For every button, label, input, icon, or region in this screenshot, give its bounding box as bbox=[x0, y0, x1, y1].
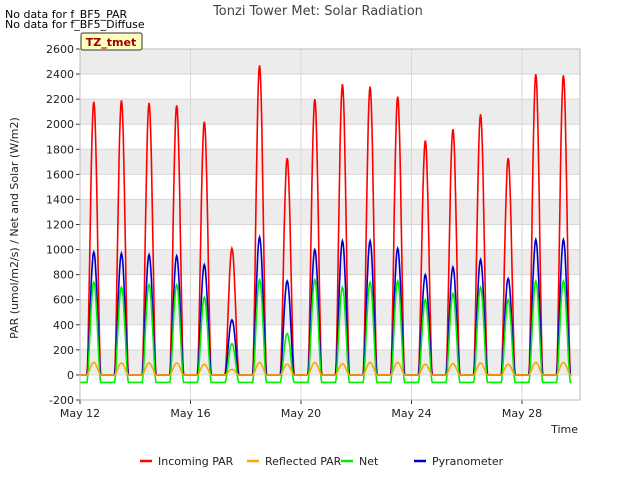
x-tick-label: May 12 bbox=[60, 407, 100, 420]
legend-label: Reflected PAR bbox=[265, 455, 342, 468]
site-tag: TZ_tmet bbox=[80, 32, 143, 51]
y-tick-label: 2400 bbox=[46, 68, 74, 81]
grid-band bbox=[80, 299, 580, 325]
x-tick-label: May 28 bbox=[502, 407, 542, 420]
y-tick-label: 2200 bbox=[46, 93, 74, 106]
y-tick-label: 600 bbox=[53, 294, 74, 307]
chart-title: Tonzi Tower Met: Solar Radiation bbox=[212, 4, 423, 19]
y-tick-label: 0 bbox=[67, 369, 74, 382]
grid-band bbox=[80, 149, 580, 175]
grid-band bbox=[80, 349, 580, 375]
legend-label: Incoming PAR bbox=[158, 455, 234, 468]
y-tick-label: -200 bbox=[49, 394, 74, 407]
no-data-note-par: No data for f_BF5_PAR bbox=[5, 8, 128, 21]
y-tick-label: 1200 bbox=[46, 219, 74, 232]
legend-label: Net bbox=[359, 455, 379, 468]
site-tag-label: TZ_tmet bbox=[86, 36, 136, 49]
x-tick-label: May 16 bbox=[170, 407, 210, 420]
legend: Incoming PAR Reflected PAR Net Pyranometer bbox=[140, 455, 504, 468]
y-tick-label: 2000 bbox=[46, 118, 74, 131]
y-tick-label: 2600 bbox=[46, 43, 74, 56]
grid-band bbox=[80, 199, 580, 225]
grid-band bbox=[80, 249, 580, 275]
y-tick-label: 200 bbox=[53, 344, 74, 357]
x-tick-label: May 24 bbox=[391, 407, 431, 420]
series-line-net bbox=[80, 277, 572, 384]
plot-frame bbox=[79, 48, 581, 401]
legend-label: Pyranometer bbox=[432, 455, 504, 468]
y-tick-label: 1000 bbox=[46, 244, 74, 257]
y-tick-label: 400 bbox=[53, 319, 74, 332]
y-tick-label: 1400 bbox=[46, 193, 74, 206]
grid-band bbox=[80, 49, 580, 75]
y-tick-label: 1800 bbox=[46, 143, 74, 156]
y-tick-label: 800 bbox=[53, 269, 74, 282]
grid-band bbox=[80, 99, 580, 125]
no-data-note-diffuse: No data for f_BF5_Diffuse bbox=[5, 18, 145, 31]
y-axis-label: PAR (umol/m2/s) / Net and Solar (W/m2) bbox=[8, 117, 21, 339]
x-axis-label: Time bbox=[550, 423, 578, 436]
x-tick-label: May 20 bbox=[281, 407, 321, 420]
series-line-reflected-par bbox=[80, 361, 572, 376]
y-tick-label: 1600 bbox=[46, 168, 74, 181]
